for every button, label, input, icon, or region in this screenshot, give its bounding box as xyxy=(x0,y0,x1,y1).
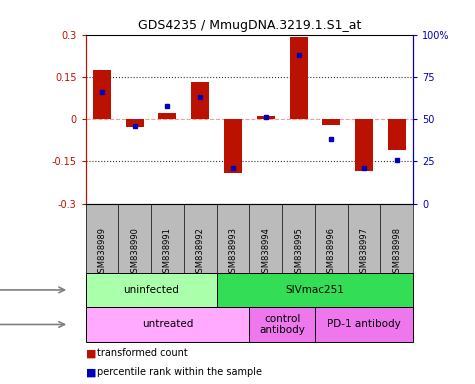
Title: GDS4235 / MmugDNA.3219.1.S1_at: GDS4235 / MmugDNA.3219.1.S1_at xyxy=(138,19,361,32)
Bar xyxy=(224,119,242,172)
Bar xyxy=(315,307,413,342)
Text: SIVmac251: SIVmac251 xyxy=(285,285,344,295)
Bar xyxy=(86,307,249,342)
Bar xyxy=(355,119,373,171)
Bar xyxy=(290,37,307,119)
Text: ■: ■ xyxy=(86,367,99,377)
Bar xyxy=(191,83,209,119)
Text: ■: ■ xyxy=(86,348,99,358)
Text: uninfected: uninfected xyxy=(123,285,179,295)
Text: untreated: untreated xyxy=(142,319,193,329)
Bar xyxy=(126,119,143,127)
Bar xyxy=(93,70,111,119)
Text: PD-1 antibody: PD-1 antibody xyxy=(327,319,401,329)
Bar xyxy=(249,307,315,342)
Text: control
antibody: control antibody xyxy=(259,314,305,335)
Bar xyxy=(86,273,217,307)
Text: percentile rank within the sample: percentile rank within the sample xyxy=(97,367,262,377)
Bar xyxy=(388,119,406,150)
Text: transformed count: transformed count xyxy=(97,348,188,358)
Bar xyxy=(217,273,413,307)
Bar xyxy=(323,119,340,125)
Bar xyxy=(159,113,176,119)
Bar xyxy=(257,116,275,119)
